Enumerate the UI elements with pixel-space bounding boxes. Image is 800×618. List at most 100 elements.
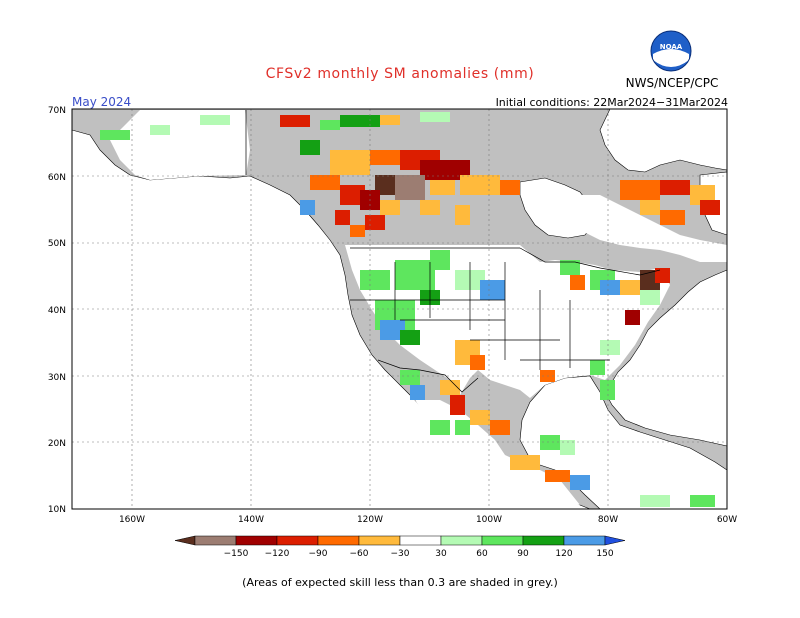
anomaly-cell: [450, 395, 465, 415]
anomaly-cell: [380, 320, 405, 340]
colorbar-segment: [522, 535, 565, 546]
colorbar-label: 150: [596, 549, 613, 559]
boundaries: [245, 110, 661, 393]
anomaly-cell: [600, 280, 620, 295]
colorbar-segment: [481, 535, 524, 546]
anomaly-cell: [470, 410, 490, 425]
anomaly-cell: [430, 180, 455, 195]
ocean-areas: [71, 108, 728, 510]
anomaly-cell: [280, 115, 310, 127]
footnote: (Areas of expected skill less than 0.3 a…: [242, 576, 558, 589]
anomaly-cell: [365, 215, 385, 230]
anomaly-cell: [560, 260, 580, 275]
colorbar-label: −150: [224, 549, 249, 559]
lat-label-50: 50N: [48, 239, 66, 249]
anomaly-cell: [545, 470, 570, 482]
anomaly-cell: [540, 435, 560, 450]
colorbar-segment: [399, 535, 442, 546]
anomaly-cell: [370, 150, 400, 165]
anomaly-cell: [440, 380, 460, 395]
colorbar-label: −120: [265, 549, 290, 559]
anomaly-cell: [490, 420, 510, 435]
anomaly-cell: [300, 200, 315, 215]
anomaly-cell: [335, 210, 350, 225]
anomaly-cell: [320, 120, 340, 130]
anomaly-cell: [640, 200, 660, 215]
map-frame: [71, 108, 728, 510]
anomaly-cell: [455, 205, 470, 225]
anomaly-cell: [590, 360, 605, 375]
chart-title: CFSv2 monthly SM anomalies (mm): [265, 66, 535, 82]
colorbar-segment: [235, 535, 278, 546]
anomaly-cell: [655, 268, 670, 283]
lon-label-160w: 160W: [119, 515, 145, 525]
colorbar-label: −90: [309, 549, 328, 559]
anomaly-cell: [400, 330, 420, 345]
anomaly-cell: [625, 310, 640, 325]
colorbar-segment: [358, 535, 401, 546]
colorbar-label: 30: [435, 549, 447, 559]
anomaly-cell: [620, 180, 660, 200]
anomaly-cell: [300, 140, 320, 155]
colorbar-label: 90: [517, 549, 529, 559]
anomaly-cell: [400, 370, 420, 385]
colorbar-segment: [317, 535, 360, 546]
anomaly-cell: [380, 200, 400, 215]
initial-conditions: Initial conditions: 22Mar2024−31Mar2024: [495, 96, 728, 109]
colorbar-label: −30: [391, 549, 410, 559]
anomaly-cell: [200, 115, 230, 125]
anomaly-cell: [310, 175, 340, 190]
anomaly-cell: [510, 455, 540, 470]
anomaly-cell: [395, 175, 425, 200]
colorbar-label: 60: [476, 549, 488, 559]
anomaly-cell: [500, 180, 520, 195]
lat-label-20: 20N: [48, 439, 66, 449]
colorbar-label: 120: [555, 549, 572, 559]
lat-label-10: 10N: [48, 505, 66, 515]
anomaly-cell: [570, 475, 590, 490]
anomaly-cell: [150, 125, 170, 135]
anomaly-cell: [330, 150, 370, 175]
lon-label-80w: 80W: [598, 515, 618, 525]
colorbar-segment: [174, 535, 196, 546]
anomaly-cell: [640, 290, 660, 305]
anomaly-cell: [350, 225, 365, 237]
lat-label-60: 60N: [48, 173, 66, 183]
colorbar: −150 −120 −90 −60 −30 30 60 90 120 150: [174, 535, 626, 559]
anomaly-cell: [480, 280, 505, 300]
lon-label-140w: 140W: [238, 515, 264, 525]
lat-label-30: 30N: [48, 373, 66, 383]
anomaly-cell: [560, 440, 575, 455]
anomaly-cells: [100, 112, 720, 507]
anomaly-cell: [600, 340, 620, 355]
anomaly-cell: [340, 115, 380, 127]
lon-label-120w: 120W: [357, 515, 383, 525]
colorbar-segment: [604, 535, 626, 546]
anomaly-cell: [430, 250, 450, 270]
anomaly-cell: [360, 270, 390, 290]
colorbar-label: −60: [350, 549, 369, 559]
lat-label-70: 70N: [48, 106, 66, 116]
anomaly-cell: [640, 495, 670, 507]
forecast-month: May 2024: [72, 95, 132, 109]
anomaly-cell: [420, 200, 440, 215]
colorbar-segment: [194, 535, 237, 546]
noaa-logo-text: NOAA: [660, 43, 683, 51]
colorbar-segment: [440, 535, 483, 546]
graticule: [72, 109, 727, 509]
anomaly-cell: [700, 200, 720, 215]
anomaly-cell: [600, 380, 615, 400]
anomaly-cell: [470, 355, 485, 370]
anomaly-cell: [460, 175, 500, 195]
anomaly-cell: [660, 180, 690, 195]
anomaly-cell: [660, 210, 685, 225]
lon-label-60w: 60W: [717, 515, 737, 525]
anomaly-cell: [380, 115, 400, 125]
lat-label-40: 40N: [48, 306, 66, 316]
anomaly-cell: [410, 385, 425, 400]
anomaly-cell: [420, 112, 450, 122]
anomaly-cell: [340, 185, 365, 205]
anomaly-cell: [620, 280, 640, 295]
colorbar-segment: [563, 535, 606, 546]
